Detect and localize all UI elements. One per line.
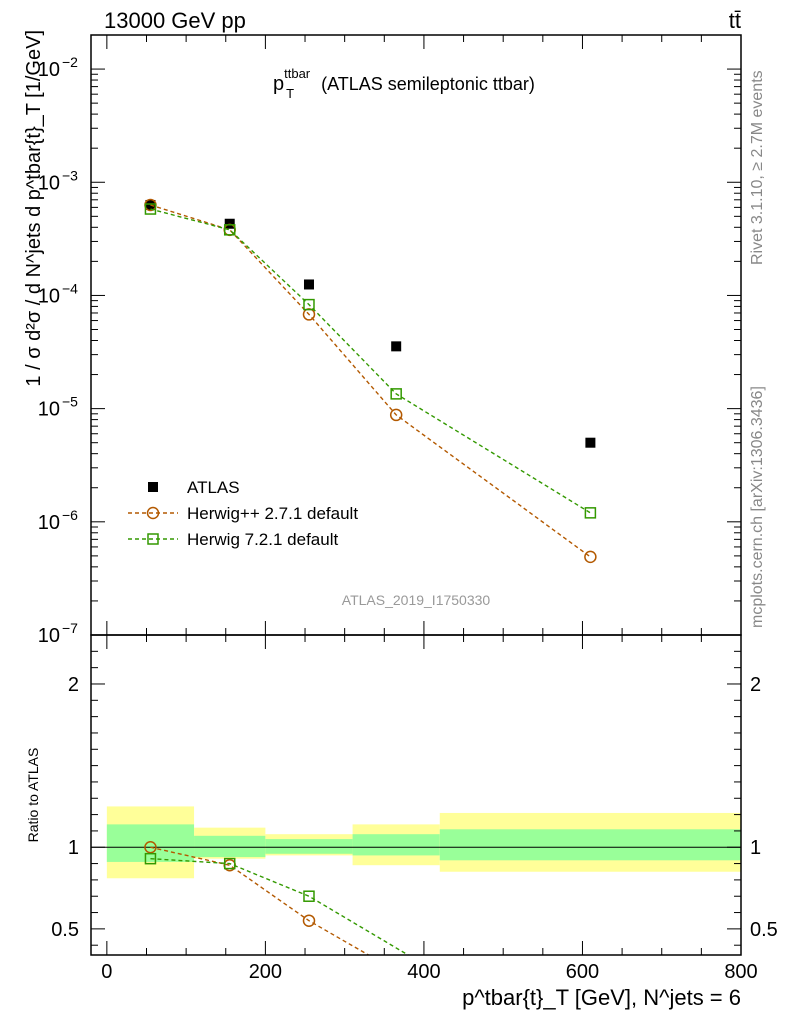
y-tick-label: 10 — [38, 625, 60, 647]
ratio-frame — [90, 634, 742, 956]
y-tick-label-exponent: −5 — [62, 394, 78, 410]
ratio-inner-band-0 — [106, 824, 195, 862]
upper-y-axis-label: 1 / σ d²σ / d N^jets d p^tbar{t}_T [1/Ge… — [23, 30, 45, 387]
ratio-inner-band-1 — [194, 835, 266, 858]
ratio-point-0-0 — [144, 840, 157, 854]
data-point-2-3 — [390, 388, 402, 400]
ratio-inner-band-4 — [439, 829, 741, 861]
data-point-0-2 — [303, 279, 314, 290]
y-tick-label: 10 — [38, 399, 60, 421]
ratio-point-1-0 — [144, 852, 157, 865]
ratio-point-1-2 — [303, 890, 315, 902]
x-tick-label: 200 — [249, 961, 282, 983]
data-point-1-3 — [389, 408, 403, 422]
data-point-0-4 — [585, 437, 596, 448]
ratio-y-tick-label-left: 0.5 — [51, 919, 79, 941]
y-tick-label-exponent: −6 — [62, 507, 78, 523]
legend-label-0: ATLAS — [187, 478, 240, 497]
x-tick-label: 0 — [101, 961, 112, 983]
plot-title-sub: T — [286, 86, 294, 101]
ratio-y-tick-label-right: 0.5 — [750, 919, 778, 941]
ratio-y-tick-label-left: 1 — [68, 837, 79, 859]
energy-label: 13000 GeV pp — [104, 8, 246, 33]
ratio-inner-band-3 — [352, 834, 440, 856]
process-label: tt̄ — [729, 8, 741, 33]
mcplots-label: mcplots.cern.ch [arXiv:1306.3436] — [749, 386, 766, 628]
y-tick-label-exponent: −2 — [62, 54, 78, 70]
ratio-line-0 — [150, 846, 369, 956]
ratio-y-tick-label-right: 2 — [750, 674, 761, 696]
data-point-2-4 — [584, 507, 597, 519]
series-line-2 — [150, 208, 591, 514]
ratio-inner-band-2 — [265, 839, 353, 854]
legend-label-2: Herwig 7.2.1 default — [187, 530, 338, 549]
legend-marker-1 — [146, 506, 160, 520]
ratio-y-tick-label-left: 2 — [68, 674, 79, 696]
x-axis-label: p^tbar{t}_T [GeV], N^jets = 6 — [462, 985, 741, 1010]
y-tick-label-exponent: −4 — [62, 280, 78, 296]
upper-series — [144, 198, 597, 564]
ratio-line-1 — [150, 857, 409, 956]
y-tick-label: 10 — [38, 59, 60, 81]
x-tick-label: 600 — [566, 961, 599, 983]
legend-label-1: Herwig++ 2.7.1 default — [187, 504, 358, 523]
data-point-1-4 — [584, 550, 597, 564]
ratio-point-1-1 — [223, 857, 236, 870]
legend-marker-2 — [147, 533, 159, 545]
y-tick-label: 10 — [38, 512, 60, 534]
legend-marker-0 — [148, 482, 158, 492]
y-tick-label: 10 — [38, 172, 60, 194]
data-point-2-2 — [303, 298, 315, 311]
plot-title-sup: ttbar — [284, 66, 311, 81]
y-tick-label-exponent: −3 — [62, 167, 78, 183]
ratio-point-0-2 — [302, 914, 316, 927]
ratio-bands — [106, 806, 741, 879]
data-point-2-1 — [223, 224, 236, 236]
ratio-y-tick-label-right: 1 — [750, 837, 761, 859]
axis-ticks — [91, 34, 742, 955]
rivet-label: Rivet 3.1.10, ≥ 2.7M events — [749, 70, 766, 265]
analysis-id: ATLAS_2019_I1750330 — [342, 592, 491, 608]
data-point-2-0 — [144, 203, 157, 215]
ratio-y-axis-label: Ratio to ATLAS — [25, 748, 41, 843]
ratio-series — [144, 840, 409, 956]
series-line-1 — [150, 204, 591, 558]
plot-title-rest: (ATLAS semileptonic ttbar) — [316, 74, 535, 94]
x-tick-label: 400 — [407, 961, 440, 983]
y-tick-label-exponent: −7 — [62, 620, 78, 636]
plot-title: pttbar T (ATLAS semileptonic ttbar) — [273, 66, 535, 101]
data-point-0-3 — [391, 341, 402, 352]
y-tick-label: 10 — [38, 285, 60, 307]
plot-title-main: p — [273, 73, 284, 95]
legend: ATLAS Herwig++ 2.7.1 default Herwig 7.2.1 … — [128, 478, 358, 549]
x-tick-label: 800 — [724, 961, 757, 983]
